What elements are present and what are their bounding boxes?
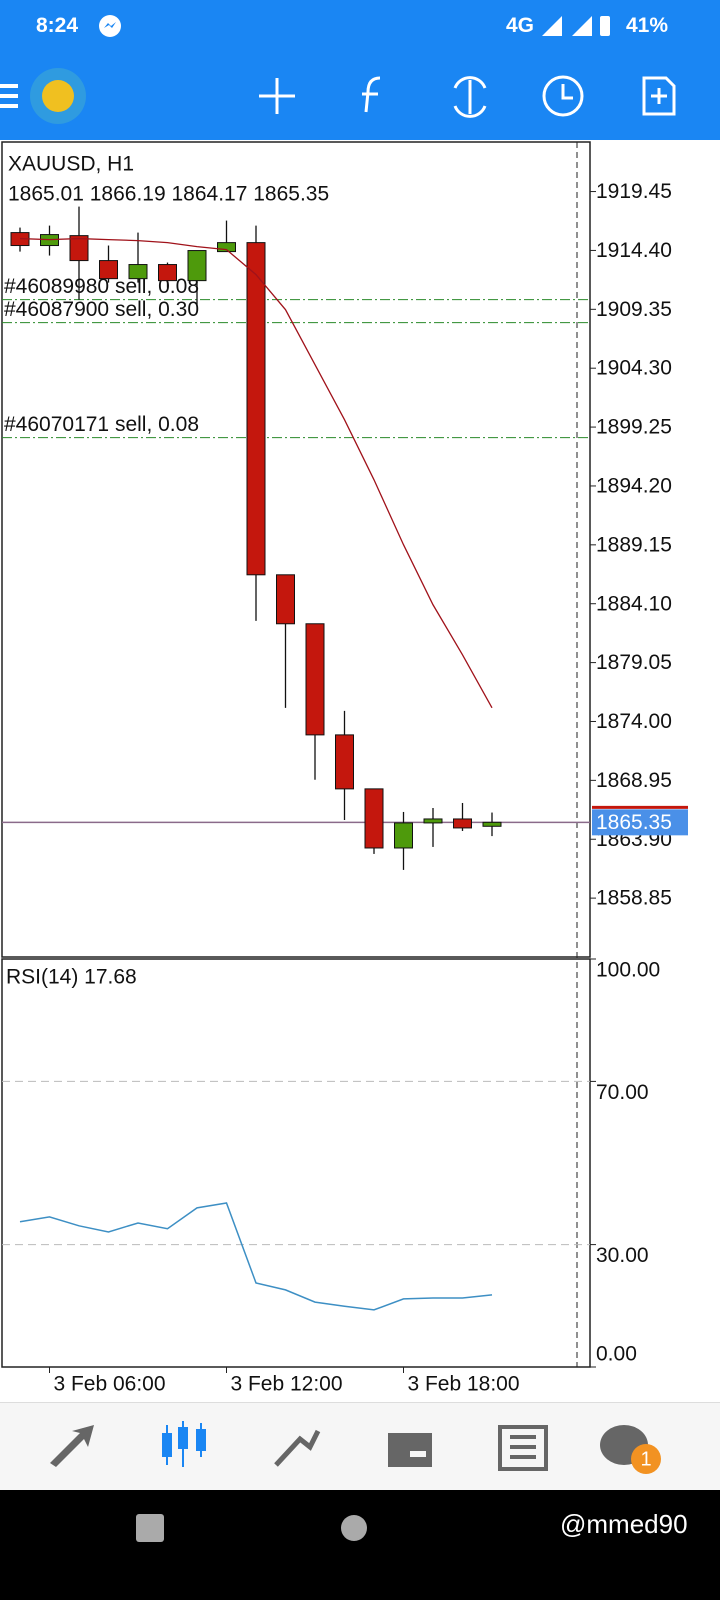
y-tick-label: 1919.45 — [596, 180, 672, 203]
signal-icons — [542, 16, 610, 36]
y-tick-label: 1884.10 — [596, 592, 672, 615]
rsi-tick-label: 70.00 — [596, 1081, 649, 1104]
watermark: @mmed90 — [560, 1509, 688, 1539]
order-label: #46087900 sell, 0.30 — [4, 298, 199, 321]
news-tab[interactable] — [498, 1425, 548, 1471]
trade-tab[interactable] — [274, 1429, 321, 1467]
status-bar: 8:24 4G 41% — [0, 0, 720, 52]
rsi-tick-label: 0.00 — [596, 1343, 637, 1366]
rsi-tick-label: 30.00 — [596, 1244, 649, 1267]
rsi-line — [19, 1202, 493, 1311]
system-nav: @mmed90 — [0, 1490, 720, 1600]
y-tick-label: 1889.15 — [596, 533, 672, 556]
y-tick-label: 1879.05 — [596, 651, 672, 674]
y-tick-label: 1904.30 — [596, 357, 672, 380]
rsi-tick-label: 100.00 — [596, 959, 660, 982]
message-badge: 1 — [640, 1448, 651, 1470]
x-tick-label: 3 Feb 12:00 — [230, 1373, 342, 1396]
objects-button[interactable] — [642, 76, 676, 116]
menu-button[interactable] — [0, 84, 18, 108]
candle-body — [217, 242, 236, 253]
moving-average — [19, 237, 493, 709]
battery: 41% — [626, 14, 669, 37]
candle-body — [69, 235, 89, 262]
clock: 8:24 — [36, 14, 79, 37]
candle-body — [246, 242, 266, 576]
x-tick-label: 3 Feb 18:00 — [407, 1373, 519, 1396]
rsi-label: RSI(14) 17.68 — [6, 966, 137, 989]
candle-body — [158, 264, 177, 282]
candle-body — [128, 264, 148, 280]
candle-body — [335, 734, 354, 790]
candle-body — [99, 260, 118, 280]
chart-tab[interactable] — [162, 1421, 206, 1467]
crosshair-button[interactable] — [259, 78, 295, 114]
y-tick-label: 1894.20 — [596, 475, 672, 498]
system-nav-icons: @mmed90 — [136, 1509, 688, 1542]
y-tick-label: 1858.85 — [596, 887, 672, 910]
current-price-box — [592, 809, 688, 836]
y-tick-label: 1914.40 — [596, 239, 672, 262]
y-tick-label: 1899.25 — [596, 416, 672, 439]
messenger-icon — [99, 15, 121, 37]
quotes-tab[interactable] — [50, 1425, 94, 1467]
y-tick-label: 1868.95 — [596, 769, 672, 792]
candle-body — [482, 821, 502, 827]
order-label: #46089980 sell, 0.08 — [4, 275, 199, 298]
candle-body — [364, 788, 384, 849]
y-tick-label: 1909.35 — [596, 298, 672, 321]
symbol-label: XAUUSD, H1 — [8, 153, 134, 176]
bottom-nav: 1 — [0, 1402, 720, 1491]
chart: XAUUSD, H1 1865.01 1866.19 1864.17 1865.… — [1, 141, 688, 1396]
toolbar-icons — [0, 68, 676, 124]
candle-body — [187, 250, 207, 282]
timeframe-button[interactable] — [542, 75, 584, 117]
nav-icons: 1 — [50, 1421, 661, 1474]
home-button[interactable] — [341, 1515, 367, 1541]
history-tab[interactable] — [388, 1433, 432, 1467]
candle-body — [276, 574, 295, 625]
network-type: 4G — [506, 14, 535, 37]
recents-button[interactable] — [136, 1514, 164, 1542]
candle-body — [394, 822, 413, 849]
y-tick-label: 1874.00 — [596, 710, 672, 733]
order-label: #46070171 sell, 0.08 — [4, 413, 199, 436]
x-tick-label: 3 Feb 06:00 — [53, 1373, 165, 1396]
current-price-label: 1865.35 — [596, 811, 672, 834]
toolbar — [0, 52, 720, 140]
candle-body — [423, 818, 443, 824]
indicators-button[interactable] — [362, 76, 381, 113]
ohlc-label: 1865.01 1866.19 1864.17 1865.35 — [8, 183, 329, 206]
symbols-button[interactable] — [453, 76, 487, 118]
candle-body — [453, 818, 472, 829]
candle-body — [305, 623, 325, 736]
